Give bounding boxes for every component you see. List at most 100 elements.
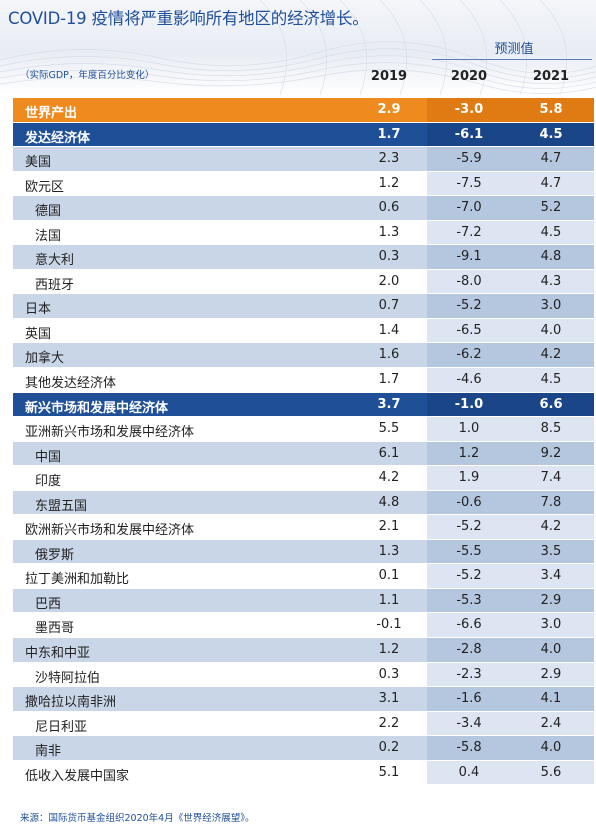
table-row: 世界产出 2.9 -3.0 5.8 <box>13 97 594 122</box>
value-2019: 6.1 <box>378 445 400 461</box>
growth-table: 世界产出 2.9 -3.0 5.8 发达经济体 1.7 -6.1 4.5 美国 2.3 -5.9 4.… <box>13 97 594 785</box>
row-label: 中国 <box>35 449 62 465</box>
value-2019: 3.1 <box>378 691 400 707</box>
projection-shade <box>427 736 594 760</box>
value-2021: 3.4 <box>540 568 562 584</box>
value-2020: -2.3 <box>456 666 482 682</box>
projection-shade <box>427 760 594 785</box>
value-2021: 4.2 <box>540 519 562 535</box>
wave-pattern-decoration <box>0 0 596 95</box>
projection-shade <box>427 588 594 613</box>
projection-shade <box>427 171 594 196</box>
table-row: 印度 4.2 1.9 7.4 <box>13 465 594 490</box>
projection-shade <box>427 662 594 687</box>
column-header-2020: 2020 <box>450 69 488 84</box>
projection-shade <box>427 147 594 171</box>
value-2019: 1.6 <box>378 347 400 363</box>
value-2020: -6.6 <box>456 617 482 633</box>
value-2020: -5.2 <box>456 298 482 314</box>
value-2020: -3.0 <box>454 102 484 117</box>
value-2021: 3.0 <box>540 617 562 633</box>
row-label: 东盟五国 <box>35 498 88 514</box>
value-2021: 4.1 <box>540 691 562 707</box>
value-2021: 5.2 <box>540 200 562 216</box>
table-row: 意大利 0.3 -9.1 4.8 <box>13 244 594 269</box>
projection-shade <box>427 466 594 490</box>
header-background <box>0 0 596 95</box>
projection-shade <box>427 245 594 269</box>
value-2020: 1.2 <box>458 445 480 461</box>
row-label: 亚洲新兴市场和发展中经济体 <box>25 425 195 441</box>
table-row: 发达经济体 1.7 -6.1 4.5 <box>13 121 594 147</box>
value-2019: -0.1 <box>376 617 402 633</box>
projection-shade <box>427 196 594 220</box>
value-2020: -1.0 <box>454 396 484 412</box>
value-2021: 3.0 <box>540 298 562 314</box>
row-label: 欧洲新兴市场和发展中经济体 <box>25 523 195 539</box>
table-row: 欧洲新兴市场和发展中经济体 2.1 -5.2 4.2 <box>13 514 594 539</box>
value-2021: 4.5 <box>539 126 563 142</box>
row-label: 巴西 <box>35 596 62 612</box>
projection-shade <box>427 417 594 441</box>
table-row: 低收入发展中国家 5.1 0.4 5.6 <box>13 759 594 785</box>
table-row: 东盟五国 4.8 -0.6 7.8 <box>13 489 594 515</box>
value-2019: 2.1 <box>378 519 400 535</box>
table-row: 沙特阿拉伯 0.3 -2.3 2.9 <box>13 661 594 687</box>
value-2020: -5.2 <box>456 568 482 584</box>
projection-shade <box>427 490 594 515</box>
value-2020: -5.8 <box>456 740 482 756</box>
value-2021: 2.4 <box>540 715 562 731</box>
table-row: 德国 0.6 -7.0 5.2 <box>13 195 594 220</box>
value-2020: -7.0 <box>456 200 482 216</box>
projection-shade <box>427 613 594 638</box>
value-2020: 1.0 <box>458 421 480 437</box>
row-label: 日本 <box>25 302 52 318</box>
table-row: 巴西 1.1 -5.3 2.9 <box>13 587 594 613</box>
value-2021: 4.7 <box>540 175 562 191</box>
value-2021: 7.4 <box>540 470 562 486</box>
page-title: COVID-19 疫情将严重影响所有地区的经济增长。 <box>8 9 369 28</box>
table-row: 美国 2.3 -5.9 4.7 <box>13 146 594 171</box>
value-2021: 2.9 <box>540 592 562 608</box>
value-2021: 9.2 <box>540 445 562 461</box>
row-label: 世界产出 <box>25 106 78 121</box>
table-row: 南非 0.2 -5.8 4.0 <box>13 735 594 760</box>
row-label: 德国 <box>35 204 62 220</box>
value-2020: -7.5 <box>456 175 482 191</box>
row-label: 新兴市场和发展中经济体 <box>25 400 169 416</box>
row-label: 低收入发展中国家 <box>25 768 130 784</box>
row-label: 加拿大 <box>25 351 65 367</box>
row-label: 撒哈拉以南非洲 <box>25 695 117 711</box>
value-2019: 0.2 <box>378 740 400 756</box>
value-2019: 3.7 <box>377 396 401 412</box>
row-label: 俄罗斯 <box>35 547 75 563</box>
value-2019: 1.2 <box>378 642 400 658</box>
value-2019: 0.6 <box>378 200 400 216</box>
value-2019: 1.7 <box>378 372 400 388</box>
value-2020: -8.0 <box>456 273 482 289</box>
units-note: （实际GDP，年度百分比变化） <box>20 70 155 81</box>
value-2020: -7.2 <box>456 224 482 240</box>
value-2021: 8.5 <box>540 421 562 437</box>
row-label: 欧元区 <box>25 179 65 195</box>
value-2019: 5.5 <box>378 421 400 437</box>
row-label: 尼日利亚 <box>35 719 88 735</box>
row-label: 意大利 <box>35 253 75 269</box>
row-label: 西班牙 <box>35 277 75 293</box>
table-row: 尼日利亚 2.2 -3.4 2.4 <box>13 710 594 736</box>
value-2020: -6.2 <box>456 347 482 363</box>
row-label: 法国 <box>35 228 62 244</box>
value-2019: 5.1 <box>378 764 400 780</box>
row-label: 沙特阿拉伯 <box>35 670 101 686</box>
value-2019: 1.7 <box>377 126 401 142</box>
row-label: 中东和中亚 <box>25 646 91 662</box>
projection-label: 预测值 <box>494 42 534 57</box>
value-2020: 1.9 <box>458 470 480 486</box>
projection-shade <box>427 539 594 564</box>
value-2019: 2.0 <box>378 273 400 289</box>
value-2021: 4.8 <box>540 249 562 265</box>
row-label: 发达经济体 <box>25 130 91 146</box>
value-2020: -5.9 <box>456 151 482 167</box>
projection-shade <box>427 343 594 368</box>
row-label: 墨西哥 <box>35 621 75 637</box>
